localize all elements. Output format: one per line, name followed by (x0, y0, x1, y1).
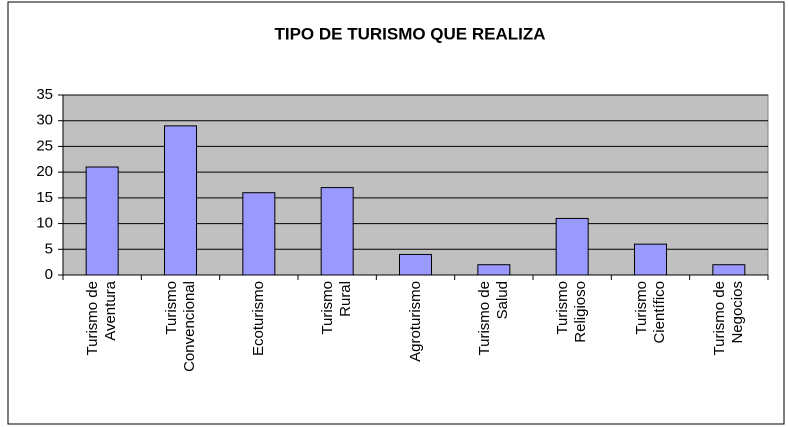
x-tick-label: Turismo de Salud (475, 281, 511, 356)
y-tick-label: 0 (45, 266, 53, 283)
y-tick-label: 15 (36, 189, 53, 206)
bar (634, 243, 667, 276)
bar (320, 187, 354, 276)
x-tick-label: Turismo Convencional (162, 281, 198, 372)
bar (242, 192, 276, 276)
chart-title: TIPO DE TURISMO QUE REALIZA (274, 24, 545, 43)
y-tick-label: 10 (36, 215, 53, 232)
bar (555, 217, 589, 276)
x-tick-label: Turismo Científico (632, 281, 668, 344)
x-tick-label: Turismo Religioso (554, 281, 590, 343)
bar (399, 253, 432, 276)
y-tick-label: 5 (45, 240, 53, 257)
bar (712, 264, 746, 276)
bar (164, 125, 197, 276)
y-tick-label: 20 (36, 163, 53, 180)
y-tick-label: 30 (36, 112, 53, 129)
y-tick-label: 25 (36, 137, 53, 154)
bar (477, 264, 511, 276)
x-tick-label: Ecoturismo (249, 281, 267, 357)
x-tick-label: Turismo de Aventura (84, 281, 120, 356)
y-tick-label: 35 (36, 86, 53, 103)
x-tick-label: Agroturismo (406, 281, 424, 362)
x-tick-label: Turismo de Negocios (710, 281, 746, 356)
x-tick-label: Turismo Rural (319, 281, 355, 335)
bar (85, 166, 119, 276)
